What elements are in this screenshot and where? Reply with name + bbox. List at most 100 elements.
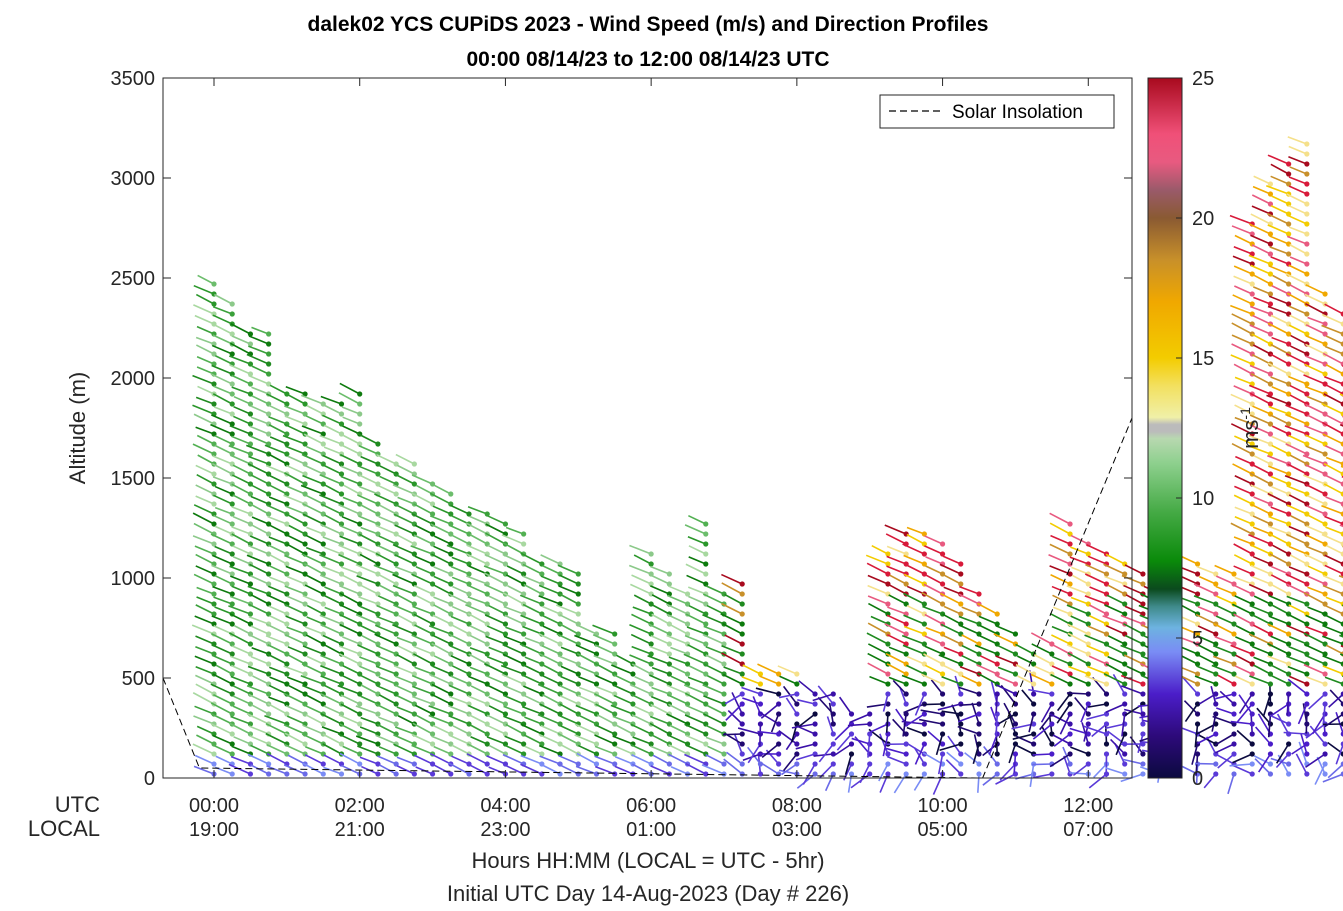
wind-barb-dot (521, 531, 527, 537)
wind-barb (1285, 443, 1308, 455)
wind-barb (213, 514, 233, 525)
wind-barb (211, 344, 233, 355)
wind-barb (540, 575, 561, 585)
wind-barb (378, 485, 397, 495)
wind-barb (958, 593, 980, 605)
wind-barb-dot (575, 581, 581, 587)
wind-barb-dot (284, 611, 290, 617)
wind-barb (211, 654, 233, 665)
wind-barb-dot (1340, 431, 1343, 437)
wind-barb (1032, 763, 1052, 766)
wind-barb (358, 605, 379, 615)
wind-barb (430, 693, 452, 705)
wind-barb-dot (1267, 561, 1274, 567)
wind-barb-dot (1267, 701, 1274, 707)
wind-barb (795, 743, 816, 750)
wind-barb (446, 544, 470, 555)
wind-barb-dot (1304, 171, 1310, 177)
wind-barb (211, 643, 233, 655)
wind-barb (413, 584, 433, 595)
wind-barb (1215, 693, 1235, 700)
wind-barb (560, 665, 579, 675)
wind-barb-dot (1049, 741, 1055, 747)
wind-barb (1230, 393, 1253, 405)
wind-barb (521, 674, 543, 685)
wind-barb (577, 744, 597, 755)
wind-barb (889, 574, 907, 585)
wind-barb (578, 686, 597, 695)
wind-barb-dot (484, 771, 490, 777)
wind-barb (961, 654, 980, 665)
wind-barb-dot (211, 481, 217, 487)
wind-barb (997, 644, 1016, 655)
wind-barb-dot (903, 671, 909, 677)
wind-barb-dot (338, 641, 345, 647)
wind-barb (1194, 675, 1217, 685)
wind-barb-dot (1140, 761, 1146, 767)
wind-barb (1285, 273, 1308, 285)
wind-barb (1214, 564, 1235, 575)
wind-barb (392, 623, 415, 635)
wind-barb-dot (466, 641, 472, 647)
wind-barb (1285, 352, 1308, 365)
wind-barb (733, 733, 743, 755)
wind-barb-dot (229, 381, 235, 387)
wind-barb-dot (211, 471, 217, 477)
wind-barb (1285, 573, 1308, 585)
wind-barb-dot (448, 721, 454, 727)
wind-barb (230, 323, 251, 335)
wind-barb (1270, 256, 1289, 265)
wind-barb (879, 733, 889, 755)
wind-barb-dot (830, 751, 836, 757)
wind-barb (537, 683, 561, 695)
wind-barb-dot (1249, 281, 1255, 287)
wind-barb (777, 665, 798, 675)
wind-barb (411, 573, 433, 585)
wind-barb-dot (958, 691, 964, 697)
wind-barb (1286, 533, 1308, 545)
wind-barb (612, 735, 634, 745)
wind-barb-dot (466, 771, 472, 777)
wind-barb-dot (1304, 261, 1310, 267)
wind-barb (450, 675, 470, 685)
wind-barb-dot (1103, 611, 1110, 617)
wind-barb (229, 655, 251, 665)
wind-barb-dot (448, 671, 454, 677)
wind-barb (431, 634, 452, 645)
wind-barb (1286, 193, 1308, 205)
wind-barb-dot (357, 711, 363, 717)
wind-barb (559, 695, 579, 705)
wind-barb (248, 603, 269, 615)
wind-barb-dot (393, 701, 399, 707)
wind-barb (306, 404, 324, 415)
wind-barb (1286, 693, 1290, 716)
wind-barb (559, 703, 579, 715)
wind-barb (630, 583, 652, 595)
wind-barb-dot (357, 451, 363, 457)
wind-barb-dot (411, 581, 417, 587)
wind-barb (229, 425, 251, 435)
wind-barb (629, 683, 652, 695)
wind-barb-dot (521, 701, 527, 707)
wind-barb-dot (1249, 681, 1255, 687)
wind-barb (502, 592, 525, 605)
wind-barb (373, 564, 397, 575)
wind-barb (484, 553, 506, 565)
wind-barb-dot (1085, 731, 1091, 737)
wind-barb (1289, 256, 1308, 265)
wind-barb-dot (593, 681, 600, 687)
wind-barb (266, 752, 288, 765)
wind-barb-dot (429, 701, 436, 707)
wind-barb (592, 624, 616, 635)
wind-barb-dot (684, 601, 691, 607)
wind-barb (378, 746, 397, 755)
wind-barb (358, 545, 379, 555)
wind-barb-dot (484, 641, 490, 647)
wind-barb (232, 705, 251, 715)
wind-barb-dot (739, 741, 745, 747)
wind-barb (705, 585, 725, 595)
wind-barb-dot (1286, 721, 1292, 727)
wind-barb (214, 506, 233, 515)
wind-barb (431, 735, 452, 745)
wind-barb (302, 762, 324, 775)
